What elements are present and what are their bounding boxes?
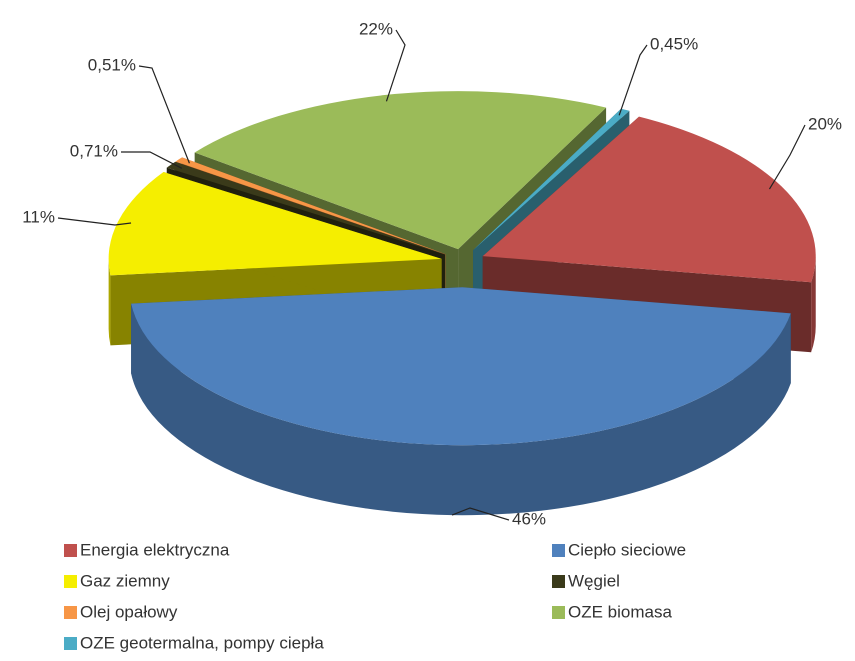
data-label: 0,45% xyxy=(650,34,698,53)
slice-side xyxy=(131,303,791,516)
data-label: 0,71% xyxy=(70,141,118,160)
slice xyxy=(482,116,816,283)
legend-swatch xyxy=(552,606,565,619)
legend-swatch xyxy=(64,606,77,619)
slice-side xyxy=(811,256,816,353)
legend-swatch xyxy=(64,575,77,588)
slice xyxy=(131,287,791,446)
legend-label: Gaz ziemny xyxy=(80,571,170,590)
data-label: 20% xyxy=(808,114,842,133)
legend-label: Ciepło sieciowe xyxy=(568,540,686,559)
slice xyxy=(108,172,442,276)
data-label: 0,51% xyxy=(88,55,136,74)
legend-label: Węgiel xyxy=(568,571,620,590)
leader-line xyxy=(451,507,510,521)
legend-label: Olej opałowy xyxy=(80,602,178,621)
leader-line xyxy=(768,124,806,190)
leader-line xyxy=(57,217,132,226)
leader-line xyxy=(618,44,648,116)
leader-line xyxy=(138,65,190,164)
data-label: 46% xyxy=(512,509,546,528)
leader-line xyxy=(385,29,406,102)
legend-label: OZE geotermalna, pompy ciepła xyxy=(80,633,324,652)
leader-line xyxy=(121,151,183,169)
slice xyxy=(175,157,446,255)
slice xyxy=(473,108,630,251)
data-label: 22% xyxy=(359,19,393,38)
legend-swatch xyxy=(64,637,77,650)
legend-swatch xyxy=(64,544,77,557)
legend-swatch xyxy=(552,575,565,588)
slice-side xyxy=(108,258,111,346)
slice xyxy=(194,91,607,250)
legend-label: OZE biomasa xyxy=(568,602,672,621)
data-label: 11% xyxy=(22,207,55,226)
legend-label: Energia elektryczna xyxy=(80,540,230,559)
legend-swatch xyxy=(552,544,565,557)
slice xyxy=(166,161,445,255)
